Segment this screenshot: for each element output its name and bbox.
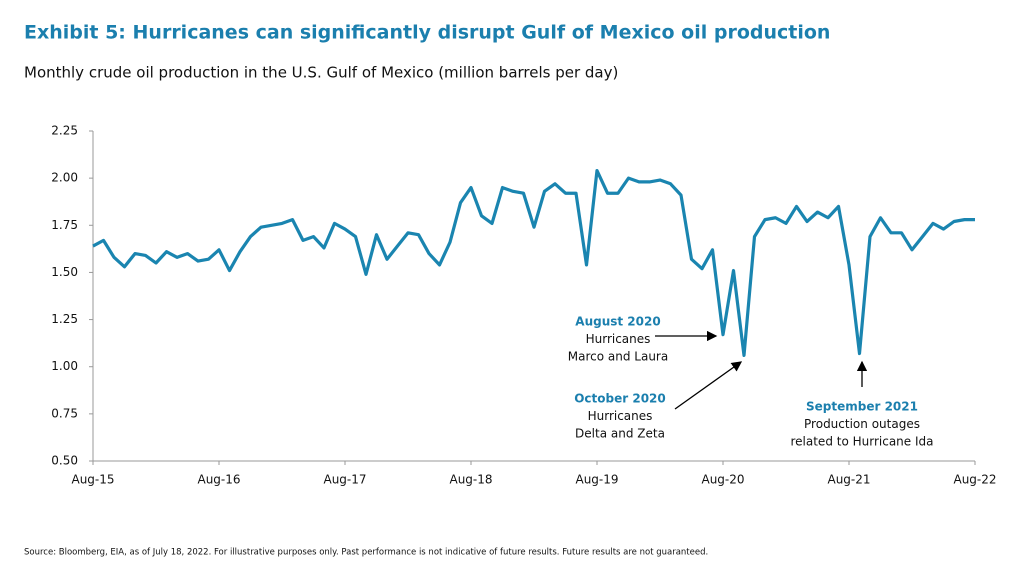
- annotation-title: September 2021: [806, 400, 918, 414]
- y-tick-label: 0.50: [51, 454, 78, 468]
- x-tick-label: Aug-20: [701, 473, 744, 487]
- x-tick-label: Aug-18: [449, 473, 492, 487]
- y-tick-label: 1.25: [51, 312, 78, 326]
- data-line: [92, 169, 975, 357]
- annotation-text: Hurricanes: [586, 332, 651, 346]
- annotation-text: related to Hurricane Ida: [790, 435, 933, 449]
- x-tick-label: Aug-19: [575, 473, 618, 487]
- annotation-title: August 2020: [575, 315, 660, 329]
- chart-subtitle: Monthly crude oil production in the U.S.…: [24, 64, 618, 82]
- annotation-text: Hurricanes: [588, 409, 653, 423]
- y-tick-label: 2.25: [51, 124, 78, 138]
- x-tick-label: Aug-22: [953, 473, 996, 487]
- annotation-text: Production outages: [804, 417, 920, 431]
- x-tick-label: Aug-21: [827, 473, 870, 487]
- annotation-text: Delta and Zeta: [575, 427, 665, 441]
- x-tick-label: Aug-15: [71, 473, 114, 487]
- y-tick-label: 0.75: [51, 406, 78, 420]
- annotation-title: October 2020: [574, 392, 666, 406]
- chart-title: Exhibit 5: Hurricanes can significantly …: [24, 22, 830, 44]
- annotation-text: Marco and Laura: [568, 350, 668, 364]
- source-note: Source: Bloomberg, EIA, as of July 18, 2…: [24, 548, 708, 558]
- y-tick-label: 1.00: [51, 359, 78, 373]
- annotation-arrow: [674, 361, 743, 410]
- y-tick-label: 1.75: [51, 218, 78, 232]
- x-tick-label: Aug-17: [323, 473, 366, 487]
- y-tick-label: 1.50: [51, 265, 78, 279]
- x-tick-label: Aug-16: [197, 473, 240, 487]
- y-tick-label: 2.00: [51, 171, 78, 185]
